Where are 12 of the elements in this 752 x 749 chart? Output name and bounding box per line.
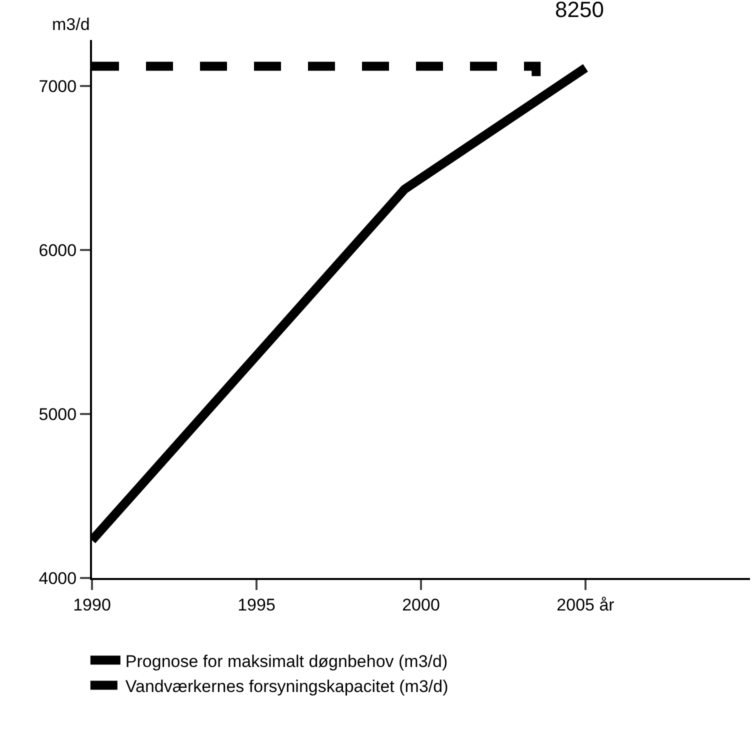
y-tick-label: 6000: [38, 240, 77, 260]
x-tick-label: 1995: [238, 595, 276, 614]
y-tick-label: 5000: [38, 404, 77, 424]
x-tick-label: 2000: [402, 595, 440, 614]
legend-label: Vandværkernes forsyningskapacitet (m3/d): [125, 676, 448, 696]
x-tick-label: 1990: [73, 595, 111, 614]
y-tick-label: 7000: [38, 76, 77, 96]
legend-label: Prognose for maksimalt døgnbehov (m3/d): [125, 652, 448, 671]
x-tick-label: 2005 år: [556, 595, 615, 614]
y-tick-label: 4000: [38, 568, 77, 588]
y-axis-title: m3/d: [52, 15, 90, 34]
text: 8250: [555, 0, 604, 22]
